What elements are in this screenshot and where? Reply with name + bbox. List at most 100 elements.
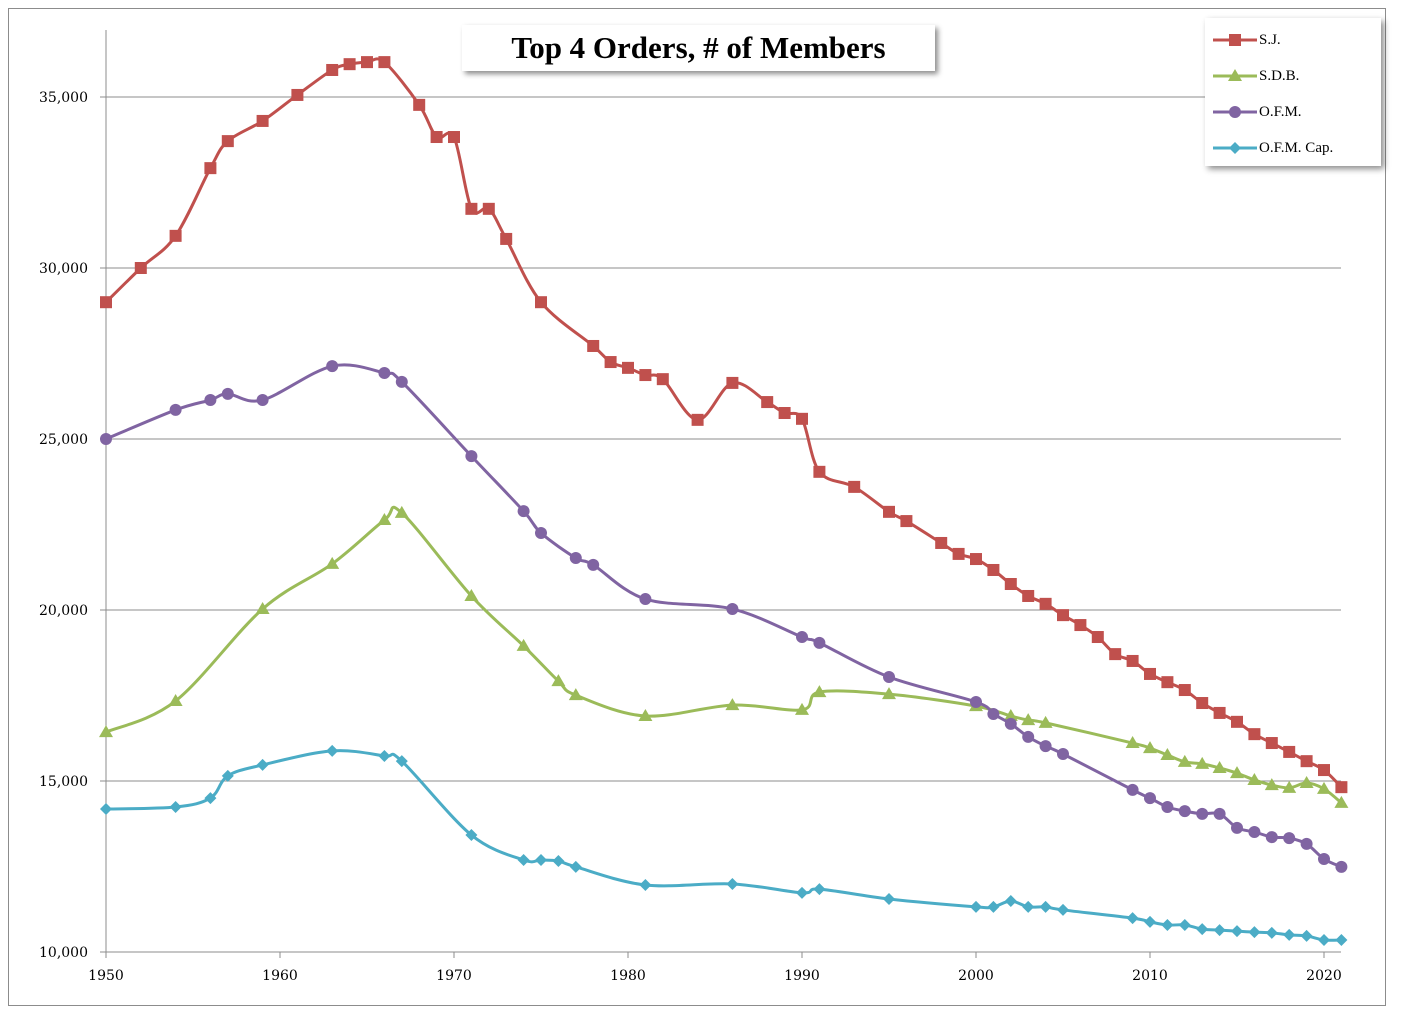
data-point [778, 407, 791, 420]
series-o-f-m [100, 360, 1348, 873]
data-point [1126, 783, 1139, 796]
data-point [1143, 741, 1157, 754]
y-tick-label: 35,000 [39, 90, 88, 106]
chart-title: Top 4 Orders, # of Members [462, 25, 935, 71]
data-point [1213, 706, 1226, 719]
data-point [1161, 918, 1174, 931]
x-tick-label: 1980 [610, 968, 646, 984]
legend-item: S.J. [1213, 28, 1281, 52]
legend-marker [1229, 142, 1241, 154]
data-point [204, 792, 217, 805]
data-point [587, 558, 600, 571]
data-point [1231, 821, 1243, 834]
data-point [1212, 761, 1227, 774]
data-point [169, 403, 182, 416]
series-line [105, 505, 1343, 805]
x-tick-label: 1970 [436, 968, 472, 984]
data-point [883, 892, 895, 905]
data-point [987, 900, 1000, 913]
data-point [761, 396, 774, 409]
data-point [378, 750, 391, 763]
series-o-f-m-cap [100, 744, 1348, 947]
data-point [568, 688, 583, 701]
data-point [378, 366, 391, 379]
data-point [569, 552, 582, 565]
data-point [882, 687, 896, 700]
data-point [639, 369, 652, 382]
data-point [1057, 609, 1069, 622]
data-point [221, 769, 234, 782]
data-point [465, 450, 478, 463]
data-point [1038, 715, 1053, 728]
data-point [1265, 831, 1278, 844]
data-point [1248, 926, 1261, 939]
series-s-d-b [99, 505, 1349, 808]
data-point [1196, 807, 1209, 820]
data-point [395, 375, 408, 388]
data-point [1335, 934, 1348, 947]
data-point [100, 296, 112, 309]
data-point [1022, 900, 1035, 913]
data-point [361, 56, 373, 69]
data-point [1057, 747, 1069, 760]
data-point [551, 674, 566, 687]
data-point [604, 356, 617, 369]
data-point [256, 114, 269, 127]
data-point [1231, 715, 1243, 728]
data-point [256, 394, 269, 407]
data-point [1074, 619, 1087, 632]
data-point [1247, 772, 1262, 785]
data-point [169, 800, 182, 813]
data-point [970, 695, 982, 708]
data-point [1109, 648, 1122, 661]
data-point [1161, 676, 1174, 689]
data-point [1004, 895, 1017, 908]
data-point [725, 698, 740, 711]
data-point [1230, 766, 1244, 779]
data-point [413, 98, 426, 111]
legend-swatch [1213, 34, 1257, 46]
data-point [221, 135, 234, 148]
data-point [204, 394, 217, 407]
y-tick-label: 30,000 [39, 261, 88, 277]
data-point [535, 527, 547, 540]
data-point [1039, 740, 1052, 753]
data-point [221, 387, 234, 400]
data-point [812, 685, 827, 698]
data-point [1177, 754, 1192, 767]
legend-item: O.F.M. Cap. [1213, 136, 1333, 160]
data-point [638, 709, 653, 722]
data-point [1231, 925, 1243, 938]
data-point [535, 296, 547, 309]
legend-swatch [1213, 142, 1257, 154]
data-point [134, 262, 147, 274]
series-line [105, 363, 1343, 869]
data-point [1178, 684, 1191, 697]
x-tick-label: 1990 [784, 968, 820, 984]
data-point [1178, 805, 1191, 818]
data-point [343, 58, 356, 71]
data-point [326, 744, 339, 757]
data-point [1195, 756, 1210, 769]
data-point [517, 505, 530, 518]
data-point [1283, 832, 1296, 845]
data-point [587, 339, 600, 352]
data-point [1196, 923, 1209, 936]
data-point [1004, 717, 1017, 730]
data-point [100, 803, 112, 816]
data-point [1318, 764, 1330, 777]
data-point [987, 563, 1000, 576]
data-point [1126, 654, 1139, 667]
data-point [1161, 800, 1174, 813]
data-point [204, 162, 217, 175]
data-point [883, 671, 895, 684]
data-point [1213, 807, 1226, 820]
data-point [1335, 860, 1348, 873]
data-point [1022, 730, 1035, 743]
data-point [691, 413, 704, 426]
data-point [639, 878, 652, 891]
data-point [394, 505, 409, 518]
data-point [1126, 912, 1139, 925]
data-point [169, 229, 182, 242]
series-line [105, 749, 1342, 942]
